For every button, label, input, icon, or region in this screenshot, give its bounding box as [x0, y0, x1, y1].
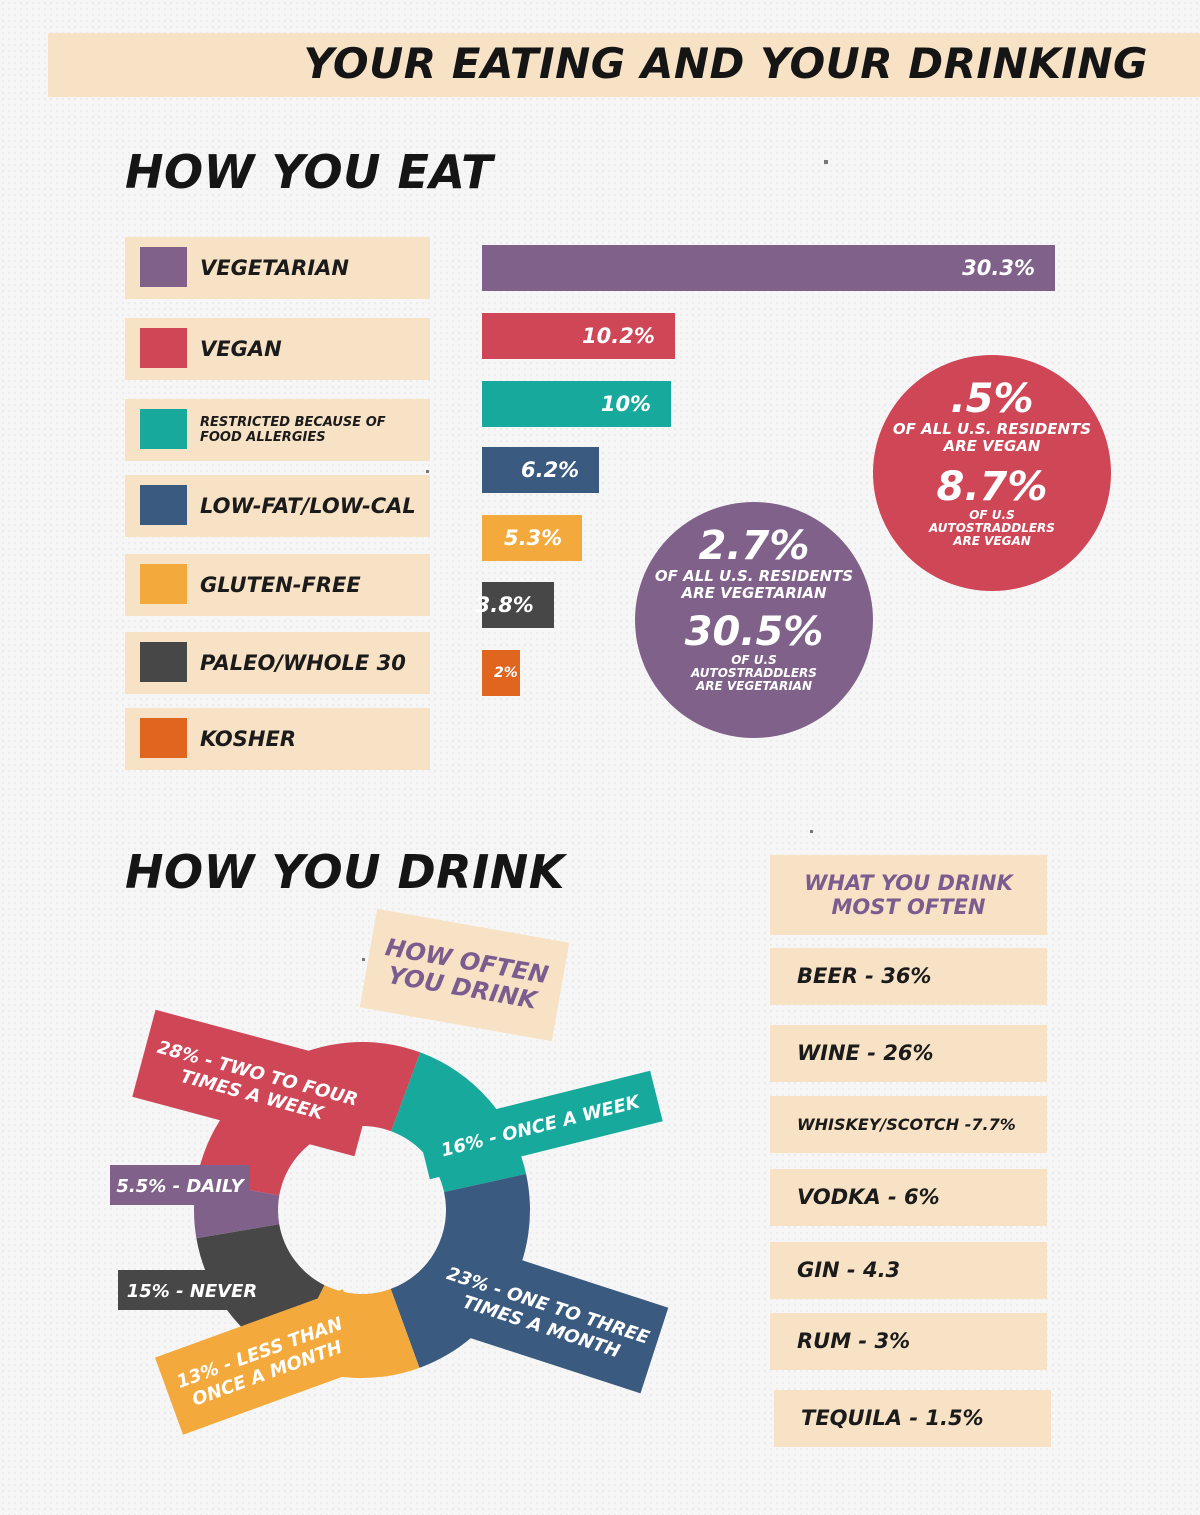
bar: 30.3% — [482, 245, 1055, 291]
drink-item: WINE - 26% — [770, 1025, 1047, 1082]
bar-value-label: 6.2% — [520, 458, 580, 482]
bar: 10.2% — [482, 313, 675, 359]
vegetarian-residents-percent: 2.7% — [698, 523, 810, 569]
legend-item: RESTRICTED BECAUSE OF FOOD ALLERGIES — [125, 399, 430, 461]
donut-label-banner — [155, 1289, 371, 1435]
bar: 5.3% — [482, 515, 583, 561]
bar: 6.2% — [482, 447, 600, 493]
drink-item-label: WINE - 26% — [797, 1041, 934, 1065]
vegan-residents-text: OF ALL U.S. RESIDENTS ARE VEGAN — [892, 420, 1092, 455]
drink-item-label: VODKA - 6% — [797, 1185, 940, 1209]
drink-item: TEQUILA - 1.5% — [774, 1390, 1051, 1447]
legend-label: GLUTEN-FREE — [200, 573, 361, 597]
drink-item: GIN - 4.3 — [770, 1242, 1047, 1299]
bar: 2% — [482, 650, 520, 696]
speck — [362, 958, 365, 961]
legend-swatch — [140, 718, 187, 758]
drink-item-label: RUM - 3% — [797, 1329, 911, 1353]
speck — [810, 830, 813, 833]
drink-item: WHISKEY/SCOTCH -7.7% — [770, 1096, 1047, 1153]
legend-label: KOSHER — [200, 727, 296, 751]
legend-item: VEGAN — [125, 318, 430, 380]
eat-section-title: HOW YOU EAT — [125, 145, 493, 199]
donut-label-banner — [118, 1270, 266, 1310]
drink-item: VODKA - 6% — [770, 1169, 1047, 1226]
bar: 10% — [482, 381, 672, 427]
legend-item: KOSHER — [125, 708, 430, 770]
donut-label-banner — [417, 1070, 663, 1180]
bar-value-label: 5.3% — [503, 526, 563, 550]
most-often-title: WHAT YOU DRINK MOST OFTEN — [770, 855, 1047, 935]
bar-value-label: 2% — [494, 665, 518, 681]
drink-item-label: TEQUILA - 1.5% — [801, 1406, 984, 1430]
legend-item: PALEO/WHOLE 30 — [125, 632, 430, 694]
bar: 3.8% — [476, 582, 554, 628]
donut-label-banner — [132, 1009, 378, 1157]
speck — [824, 160, 828, 164]
speck — [426, 470, 429, 473]
bar-value-label: 30.3% — [962, 256, 1035, 280]
main-title-banner: YOUR EATING AND YOUR DRINKING — [48, 33, 1200, 97]
vegetarian-autostraddlers-text: OF U.S AUTOSTRADDLERS ARE VEGETARIAN — [691, 653, 817, 693]
donut-label-banner — [421, 1236, 669, 1394]
drink-item-label: WHISKEY/SCOTCH -7.7% — [797, 1115, 1016, 1134]
legend-label: PALEO/WHOLE 30 — [200, 651, 406, 675]
main-title: YOUR EATING AND YOUR DRINKING — [303, 39, 1148, 88]
vegan-callout-circle: .5% OF ALL U.S. RESIDENTS ARE VEGAN 8.7%… — [873, 355, 1111, 591]
legend-item: GLUTEN-FREE — [125, 554, 430, 616]
vegan-residents-percent: .5% — [950, 376, 1034, 422]
drink-section-title: HOW YOU DRINK — [125, 845, 565, 899]
donut-label-banner — [110, 1165, 250, 1205]
donut-slice-label: 5.5% - DAILY — [110, 1165, 250, 1205]
legend-swatch — [140, 642, 187, 682]
vegetarian-autostraddlers-percent: 30.5% — [684, 609, 824, 655]
drink-item: BEER - 36% — [770, 948, 1047, 1005]
vegan-autostraddlers-percent: 8.7% — [936, 464, 1048, 510]
donut-label-text: 5.5% - DAILY — [116, 1176, 245, 1197]
drink-item: RUM - 3% — [770, 1313, 1047, 1370]
donut-label-text: 15% - NEVER — [127, 1281, 258, 1302]
legend-item: VEGETARIAN — [125, 237, 430, 299]
vegetarian-callout-circle: 2.7% OF ALL U.S. RESIDENTS ARE VEGETARIA… — [635, 502, 873, 738]
vegan-autostraddlers-text: OF U.S AUTOSTRADDLERS ARE VEGAN — [929, 508, 1055, 548]
legend-label: VEGAN — [200, 337, 282, 361]
legend-item: LOW-FAT/LOW-CAL — [125, 475, 430, 537]
legend-label: RESTRICTED BECAUSE OF FOOD ALLERGIES — [200, 415, 386, 445]
drink-item-label: BEER - 36% — [797, 964, 932, 988]
bar-value-label: 3.8% — [475, 593, 534, 617]
legend-swatch — [140, 409, 187, 449]
legend-swatch — [140, 485, 187, 525]
donut-slice-label: 15% - NEVER — [118, 1270, 266, 1310]
vegetarian-residents-text: OF ALL U.S. RESIDENTS ARE VEGETARIAN — [654, 567, 854, 602]
drink-item-label: GIN - 4.3 — [797, 1258, 901, 1282]
legend-swatch — [140, 247, 187, 287]
bar-value-label: 10.2% — [582, 324, 655, 348]
legend-label: LOW-FAT/LOW-CAL — [200, 494, 416, 518]
legend-label: VEGETARIAN — [200, 256, 349, 280]
legend-swatch — [140, 328, 187, 368]
legend-swatch — [140, 564, 187, 604]
bar-value-label: 10% — [600, 392, 652, 416]
